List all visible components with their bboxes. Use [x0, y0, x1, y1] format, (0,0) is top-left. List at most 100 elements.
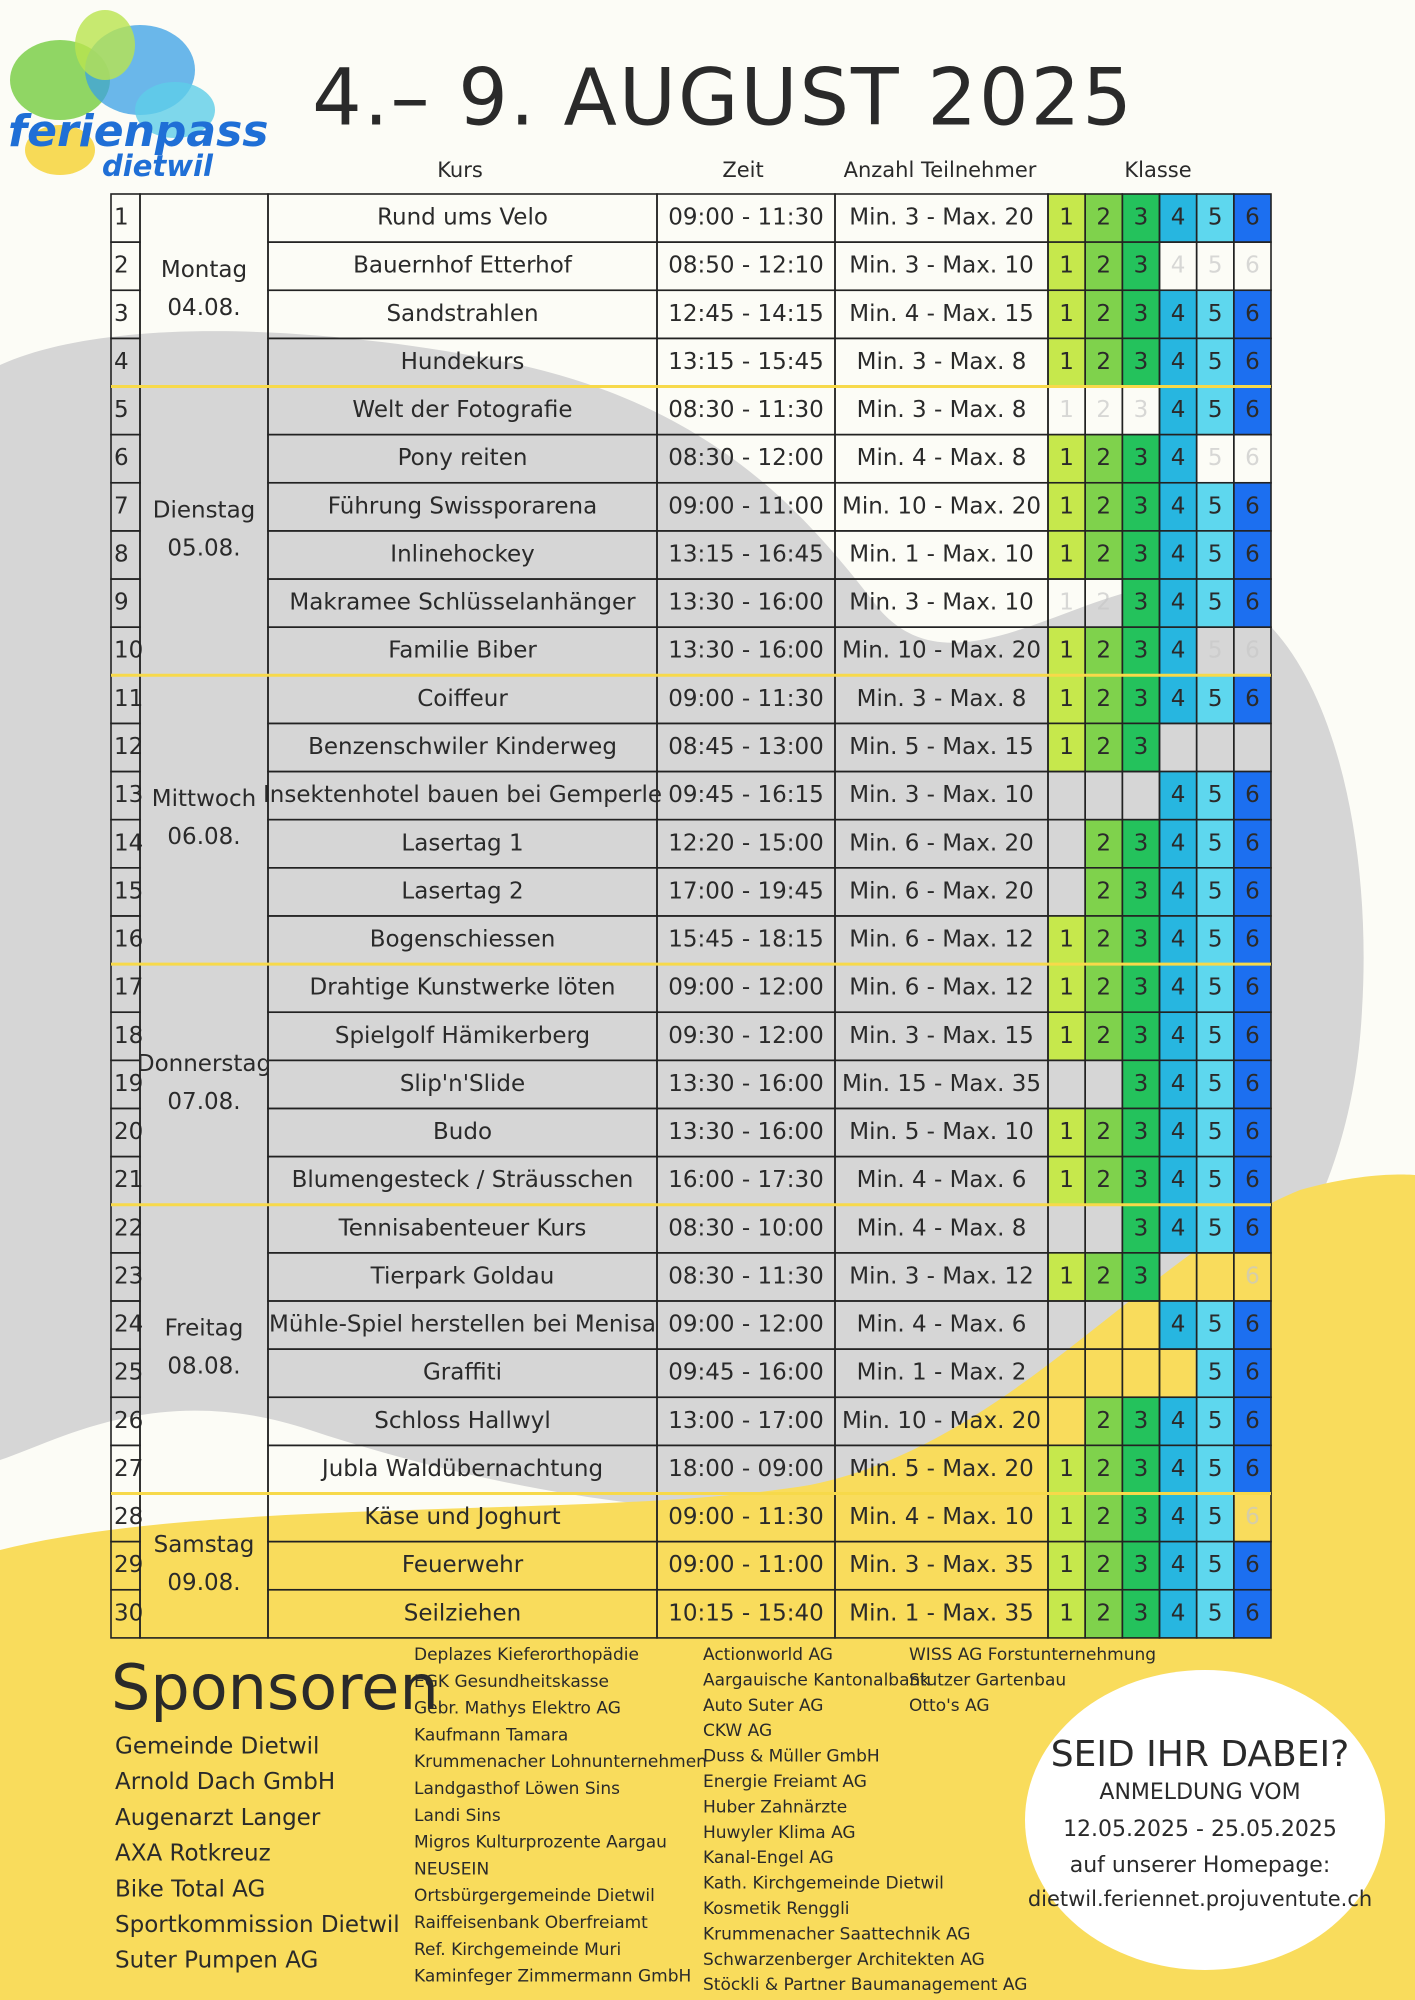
grade-cell — [1159, 1445, 1197, 1494]
course-name: Spielgolf Hämikerberg — [335, 1023, 590, 1049]
grade-label: 5 — [1208, 493, 1223, 519]
grade-label: 5 — [1208, 830, 1223, 856]
row-number: 19 — [114, 1071, 143, 1097]
grade-cell — [1122, 964, 1160, 1013]
grade-cell — [1122, 579, 1160, 628]
grade-cell — [1122, 338, 1160, 387]
course-name: Slip'n'Slide — [400, 1071, 525, 1097]
row-number: 3 — [114, 301, 129, 327]
row-number: 24 — [114, 1312, 143, 1338]
grade-label: 2 — [1096, 975, 1111, 1001]
sponsor-name: Stutzer Gartenbau — [909, 1670, 1066, 1690]
grade-label: 3 — [1134, 1263, 1149, 1289]
row-number: 6 — [114, 445, 129, 471]
grade-label: 6 — [1245, 975, 1260, 1001]
grade-label: 5 — [1208, 1023, 1223, 1049]
participants: Min. 3 - Max. 10 — [849, 253, 1033, 279]
grade-label: 3 — [1134, 1071, 1149, 1097]
grade-label: 5 — [1208, 1215, 1223, 1241]
grade-cell — [1122, 1445, 1160, 1494]
grade-cell — [1048, 964, 1086, 1013]
participants: Min. 4 - Max. 6 — [857, 1312, 1027, 1338]
grade-border — [1233, 1588, 1272, 1639]
grade-label-faded: 4 — [1171, 253, 1186, 279]
grade-cell — [1085, 964, 1123, 1013]
sponsor-name: Augenarzt Langer — [115, 1805, 321, 1831]
sponsor-name: NEUSEIN — [414, 1859, 489, 1879]
grade-cell — [1159, 1204, 1197, 1253]
grade-cell — [1196, 675, 1234, 724]
course-time: 13:30 - 16:00 — [668, 1071, 824, 1097]
grade-cell — [1233, 964, 1271, 1013]
grade-label: 6 — [1245, 590, 1260, 616]
grade-cell — [1233, 1589, 1271, 1638]
grade-label: 6 — [1245, 493, 1260, 519]
course-name: Lasertag 2 — [401, 878, 523, 904]
grade-cell — [1048, 1493, 1086, 1542]
sponsor-name: Schwarzenberger Architekten AG — [703, 1950, 985, 1970]
course-time: 08:50 - 12:10 — [668, 253, 824, 279]
grade-cell — [1122, 482, 1160, 531]
grade-label: 4 — [1171, 590, 1186, 616]
participants: Min. 15 - Max. 35 — [842, 1071, 1041, 1097]
grade-label-faded: 5 — [1208, 445, 1223, 471]
grade-cell — [1085, 1589, 1123, 1638]
course-name: Bauernhof Etterhof — [353, 253, 573, 279]
day-name: Mittwoch — [152, 786, 256, 812]
grade-label: 6 — [1245, 686, 1260, 712]
grade-cell — [1122, 627, 1160, 676]
grade-label: 6 — [1245, 1167, 1260, 1193]
participants: Min. 10 - Max. 20 — [842, 493, 1041, 519]
grade-cell — [1159, 915, 1197, 965]
participants: Min. 3 - Max. 10 — [849, 590, 1033, 616]
grade-label: 6 — [1245, 1071, 1260, 1097]
grade-cell — [1048, 338, 1086, 387]
grade-cell — [1122, 1493, 1160, 1542]
grade-label: 2 — [1096, 1023, 1111, 1049]
grade-cell — [1196, 1541, 1234, 1590]
course-time: 09:00 - 11:30 — [668, 205, 824, 231]
participants: Min. 6 - Max. 12 — [849, 975, 1033, 1001]
grade-label: 2 — [1096, 445, 1111, 471]
grade-cell — [1122, 242, 1160, 291]
participants: Min. 3 - Max. 35 — [849, 1552, 1033, 1578]
grade-label-faded: 6 — [1245, 1504, 1260, 1530]
row-number: 29 — [114, 1552, 143, 1578]
grade-label: 6 — [1245, 349, 1260, 375]
grade-label: 1 — [1059, 493, 1074, 519]
participants: Min. 3 - Max. 20 — [849, 205, 1033, 231]
grade-cell — [1233, 675, 1271, 724]
grade-label: 6 — [1245, 782, 1260, 808]
sponsor-name: Auto Suter AG — [703, 1696, 823, 1716]
grade-label: 4 — [1171, 1552, 1186, 1578]
grade-cell — [1085, 627, 1123, 676]
sponsor-name: AXA Rotkreuz — [115, 1841, 271, 1867]
grade-label: 4 — [1171, 1456, 1186, 1482]
participants: Min. 1 - Max. 35 — [849, 1600, 1033, 1626]
sponsor-name: Raiffeisenbank Oberfreiamt — [414, 1913, 648, 1933]
grade-cell — [1233, 1397, 1271, 1446]
sponsor-name: Stöckli & Partner Baumanagement AG — [703, 1975, 1027, 1995]
grade-label: 6 — [1245, 1023, 1260, 1049]
grade-cell — [1048, 1589, 1086, 1638]
grade-label: 4 — [1171, 397, 1186, 423]
sponsor-name: Kath. Kirchgemeinde Dietwil — [703, 1874, 944, 1894]
course-name: Makramee Schlüsselanhänger — [289, 590, 636, 616]
grade-label: 3 — [1134, 686, 1149, 712]
grade-cell — [1159, 434, 1197, 483]
grade-cell — [1085, 194, 1123, 243]
grade-label: 1 — [1059, 1504, 1074, 1530]
grade-label: 6 — [1245, 1360, 1260, 1386]
course-name: Käse und Joghurt — [364, 1504, 560, 1530]
row-number: 10 — [114, 638, 143, 664]
row-number: 13 — [114, 782, 143, 808]
grade-cell — [1122, 867, 1160, 916]
row-number: 4 — [114, 349, 129, 375]
grade-label: 4 — [1171, 445, 1186, 471]
course-time: 09:00 - 12:00 — [668, 975, 824, 1001]
day-date: 08.08. — [167, 1354, 240, 1380]
grade-label: 3 — [1134, 590, 1149, 616]
day-date: 07.08. — [167, 1089, 240, 1115]
grade-label: 1 — [1059, 541, 1074, 567]
grade-label: 4 — [1171, 878, 1186, 904]
